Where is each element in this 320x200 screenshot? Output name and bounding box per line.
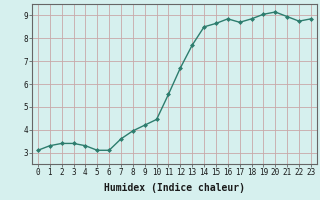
X-axis label: Humidex (Indice chaleur): Humidex (Indice chaleur) — [104, 183, 245, 193]
